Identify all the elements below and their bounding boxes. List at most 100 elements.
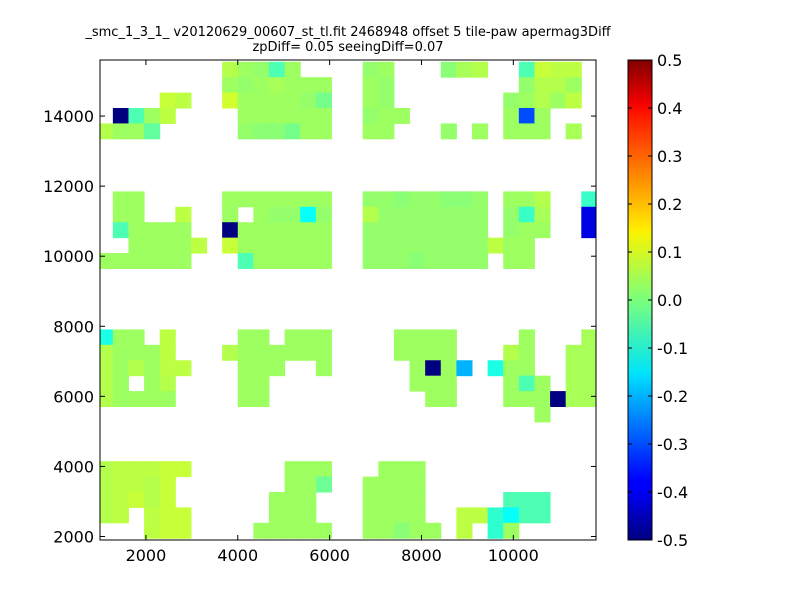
heatmap-cell	[144, 461, 161, 478]
heatmap-cell	[269, 206, 286, 223]
heatmap-cell	[362, 237, 379, 254]
heatmap-cell	[565, 375, 582, 392]
heatmap-cell	[128, 476, 145, 493]
heatmap-cell	[315, 222, 332, 239]
heatmap-cell	[112, 191, 129, 208]
heatmap-cell	[362, 522, 379, 539]
heatmap-cell	[315, 92, 332, 109]
heatmap-cell	[315, 329, 332, 346]
heatmap-cell	[284, 329, 301, 346]
heatmap-cell	[144, 522, 161, 539]
heatmap-cell	[518, 77, 535, 94]
heatmap-cell	[100, 492, 114, 508]
heatmap-cell	[518, 92, 535, 109]
heatmap-cell	[284, 237, 301, 254]
heatmap-cell	[503, 492, 520, 508]
heatmap-cell	[472, 206, 489, 223]
heatmap-cell	[518, 375, 535, 392]
heatmap-cell	[300, 344, 317, 361]
heatmap-cell	[100, 507, 114, 524]
heatmap-cell	[100, 476, 114, 493]
heatmap-cell	[550, 92, 567, 109]
heatmap-cell	[425, 344, 442, 361]
heatmap-cell	[581, 391, 597, 408]
heatmap-cell	[175, 253, 192, 269]
heatmap-cell	[409, 461, 426, 478]
heatmap-cell	[128, 344, 145, 361]
heatmap-cell	[175, 92, 192, 109]
heatmap-cell	[456, 191, 473, 208]
heatmap-cell	[269, 237, 286, 254]
colorbar-tick-label: -0.2	[657, 387, 688, 406]
heatmap-cell	[300, 461, 317, 478]
heatmap-cell	[393, 206, 411, 223]
heatmap-cell	[112, 461, 129, 478]
heatmap-cell	[518, 123, 535, 140]
colorbar-tick-label: -0.5	[657, 531, 688, 550]
heatmap-cell	[159, 492, 176, 508]
heatmap-cell	[100, 329, 114, 346]
heatmap-cell	[487, 237, 504, 254]
heatmap-cell	[237, 344, 254, 361]
heatmap-cell	[100, 123, 114, 140]
heatmap-cell	[175, 206, 192, 223]
heatmap-cell	[112, 391, 129, 408]
heatmap-cell	[190, 237, 208, 254]
heatmap-cell	[393, 191, 411, 208]
heatmap-cell	[393, 253, 411, 269]
heatmap-cell	[378, 222, 395, 239]
heatmap-cell	[237, 237, 254, 254]
heatmap-cell	[253, 375, 270, 392]
heatmap-cell	[128, 253, 145, 269]
heatmap-cell	[253, 344, 270, 361]
heatmap-cell	[534, 191, 551, 208]
heatmap-cell	[112, 492, 129, 508]
heatmap-cell	[409, 360, 426, 377]
heatmap-cell	[253, 237, 270, 254]
heatmap-cell	[300, 222, 317, 239]
heatmap-cell	[472, 123, 489, 140]
heatmap-cell	[378, 123, 395, 140]
heatmap-cell	[393, 522, 411, 539]
heatmap-cell	[393, 492, 411, 508]
heatmap-cell	[425, 253, 442, 269]
heatmap-cell	[440, 191, 457, 208]
heatmap-cell	[175, 507, 192, 524]
heatmap-cell	[550, 61, 567, 78]
heatmap-cell	[472, 61, 489, 78]
heatmap-cell	[269, 77, 286, 94]
heatmap-cell	[100, 253, 114, 269]
heatmap-cell	[565, 77, 582, 94]
heatmap-cell	[503, 507, 520, 524]
heatmap-cell	[253, 222, 270, 239]
heatmap-cell	[300, 507, 317, 524]
heatmap-cell	[518, 253, 535, 269]
heatmap-cell	[534, 375, 551, 392]
heatmap-cell	[581, 191, 597, 208]
heatmap-cell	[518, 360, 535, 377]
heatmap-cell	[159, 237, 176, 254]
heatmap-cell	[518, 237, 535, 254]
heatmap-cell	[534, 206, 551, 223]
heatmap-cell	[378, 492, 395, 508]
x-tick-label: 10000	[488, 546, 539, 565]
heatmap-cell	[144, 253, 161, 269]
heatmap-cell	[456, 507, 473, 524]
heatmap-cell	[378, 191, 395, 208]
heatmap-cell	[362, 507, 379, 524]
y-tick-label: 8000	[53, 317, 94, 336]
heatmap-cell	[100, 360, 114, 377]
heatmap-cell	[581, 329, 597, 346]
heatmap-cell	[159, 375, 176, 392]
heatmap-cell	[534, 108, 551, 124]
heatmap-cell	[284, 92, 301, 109]
heatmap-cell	[518, 391, 535, 408]
heatmap-cell	[315, 108, 332, 124]
heatmap-cell	[300, 476, 317, 493]
heatmap-cell	[100, 461, 114, 478]
heatmap-cell	[253, 391, 270, 408]
heatmap-cell	[362, 92, 379, 109]
heatmap-cell	[144, 344, 161, 361]
heatmap-cell	[456, 206, 473, 223]
heatmap-cell	[269, 108, 286, 124]
